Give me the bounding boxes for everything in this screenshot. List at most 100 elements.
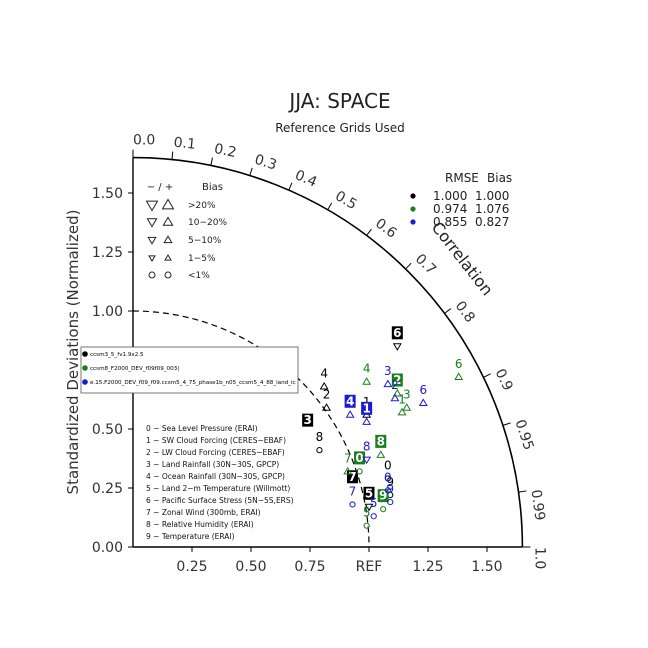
bias-legend-tri-down <box>148 255 156 262</box>
data-point: 3 <box>402 388 412 411</box>
y-tick-label: 0.50 <box>92 422 123 438</box>
y-tick-label: 1.50 <box>92 186 123 202</box>
point-marker-circle <box>370 513 377 520</box>
point-marker-tri-down <box>364 503 374 512</box>
point-marker-tri-up <box>343 466 353 475</box>
point-marker-tri-up <box>390 393 400 402</box>
point-label: 5 <box>370 496 378 510</box>
case-dot-3 <box>82 379 88 385</box>
point-label: 8 <box>363 440 371 454</box>
correlation-tick-label: 0.9 <box>492 366 516 393</box>
point-label: 2 <box>323 388 331 402</box>
bias-legend-tri-down <box>147 236 157 245</box>
correlation-tick <box>502 422 511 426</box>
point-label: 2 <box>391 378 399 392</box>
data-point: 3 <box>383 364 393 388</box>
point-label: 4 <box>346 394 354 408</box>
data-point: 2 <box>390 378 400 402</box>
data-point: 0 <box>384 458 392 482</box>
data-point: 5 <box>363 506 371 529</box>
x-tick-label: 0.75 <box>294 559 325 575</box>
correlation-tick-label: 0.5 <box>332 188 359 213</box>
point-marker-tri-up <box>454 372 464 381</box>
correlation-tick-label: 0.95 <box>511 418 536 453</box>
data-point: 6 <box>454 357 464 381</box>
bias-legend-tri-down <box>145 200 159 212</box>
point-label: 6 <box>455 357 463 371</box>
point-label: 7 <box>348 470 356 484</box>
bias-legend-tri-up <box>162 216 174 226</box>
data-point: 8 <box>375 434 387 458</box>
point-label-box <box>361 401 373 415</box>
summary-rmse-1: 1.000 <box>433 189 467 203</box>
variable-6: 6 − Pacific Surface Stress (5N−5S,ERS) <box>146 496 294 505</box>
correlation-tick <box>518 490 527 493</box>
bias-row-2: 10−20% <box>188 218 227 228</box>
correlation-tick-label: 0.4 <box>292 167 319 191</box>
reference-arc <box>132 310 370 548</box>
correlation-tick <box>444 308 452 314</box>
data-point: 1 <box>397 392 407 416</box>
case-dot-1 <box>82 351 88 357</box>
point-marker-circle <box>356 468 363 475</box>
point-label: 0 <box>384 470 392 484</box>
point-label-box <box>346 470 358 484</box>
variable-5: 5 − Land 2−m Temperature (Willmott) <box>146 484 290 493</box>
bias-legend-tri-up <box>161 198 175 210</box>
variable-9: 9 − Temperature (ERAI) <box>146 532 235 541</box>
case-dot-2 <box>82 365 88 371</box>
point-label-box <box>344 394 356 408</box>
x-tick-label: 1.25 <box>412 559 443 575</box>
x-tick-label: 0.50 <box>235 559 266 575</box>
point-marker-tri-up <box>345 410 355 418</box>
point-label: 4 <box>363 362 371 376</box>
bias-legend-circle <box>164 271 172 279</box>
y-tick-label: 1.25 <box>92 245 123 261</box>
data-point: 7 <box>343 451 353 475</box>
point-label: 6 <box>419 383 427 397</box>
correlation-tick <box>249 167 253 176</box>
correlation-tick <box>288 182 293 191</box>
correlation-label: Correlation <box>428 218 497 299</box>
bias-legend-sign: − / + <box>147 182 173 193</box>
data-point: 8 <box>316 430 323 454</box>
correlation-tick <box>405 262 412 270</box>
correlation-tick-label: 0.2 <box>213 141 238 161</box>
point-label: 9 <box>386 475 394 489</box>
point-label: 8 <box>377 434 385 448</box>
point-label: 5 <box>365 486 373 500</box>
point-label: 5 <box>363 506 371 520</box>
correlation-tick-label: 0.8 <box>452 298 478 325</box>
case-legend: ccsm3_5_fv1.9x2.5 ccsm8_F2000_DEV_f09f09… <box>80 346 299 394</box>
summary-bias-3: 0.827 <box>475 215 509 229</box>
point-marker-circle <box>316 447 323 454</box>
point-label-box <box>302 413 314 427</box>
variable-3: 3 − Land Rainfall (30N−30S, GPCP) <box>146 460 279 469</box>
correlation-tick-label: 0.1 <box>173 135 197 153</box>
point-marker-tri-up <box>418 398 428 406</box>
point-marker-circle <box>384 475 391 482</box>
data-point: 6 <box>391 326 403 351</box>
point-marker-tri-up <box>319 381 329 390</box>
variable-8: 8 − Relative Humidity (ERAI) <box>146 520 254 529</box>
summary-legend: RMSE Bias 1.000 1.000 0.974 1.076 0.855 … <box>410 171 512 229</box>
correlation-tick-label: 0.7 <box>412 251 439 278</box>
variable-1: 1 − SW Cloud Forcing (CERES−EBAF) <box>146 436 286 445</box>
correlation-tick <box>366 228 372 236</box>
point-label: 7 <box>344 451 352 465</box>
data-point: 5 <box>363 486 375 512</box>
point-marker-tri-up <box>376 450 386 458</box>
case-legend-box <box>80 346 299 394</box>
case-label-1: ccsm3_5_fv1.9x2.5 <box>90 352 144 358</box>
data-point: 9 <box>377 489 389 513</box>
summary-header-rmse: RMSE <box>445 171 479 185</box>
data-point: 5 <box>370 496 378 520</box>
bias-row-1: >20% <box>188 201 216 211</box>
variable-0: 0 − Sea Level Pressure (ERAI) <box>146 424 258 433</box>
correlation-tick <box>171 151 174 160</box>
variable-legend: 0 − Sea Level Pressure (ERAI) 1 − SW Clo… <box>146 424 294 541</box>
correlation-tick <box>210 157 213 166</box>
data-point: 1 <box>361 401 373 425</box>
point-marker-tri-up <box>397 407 407 416</box>
correlation-tick <box>483 373 491 378</box>
